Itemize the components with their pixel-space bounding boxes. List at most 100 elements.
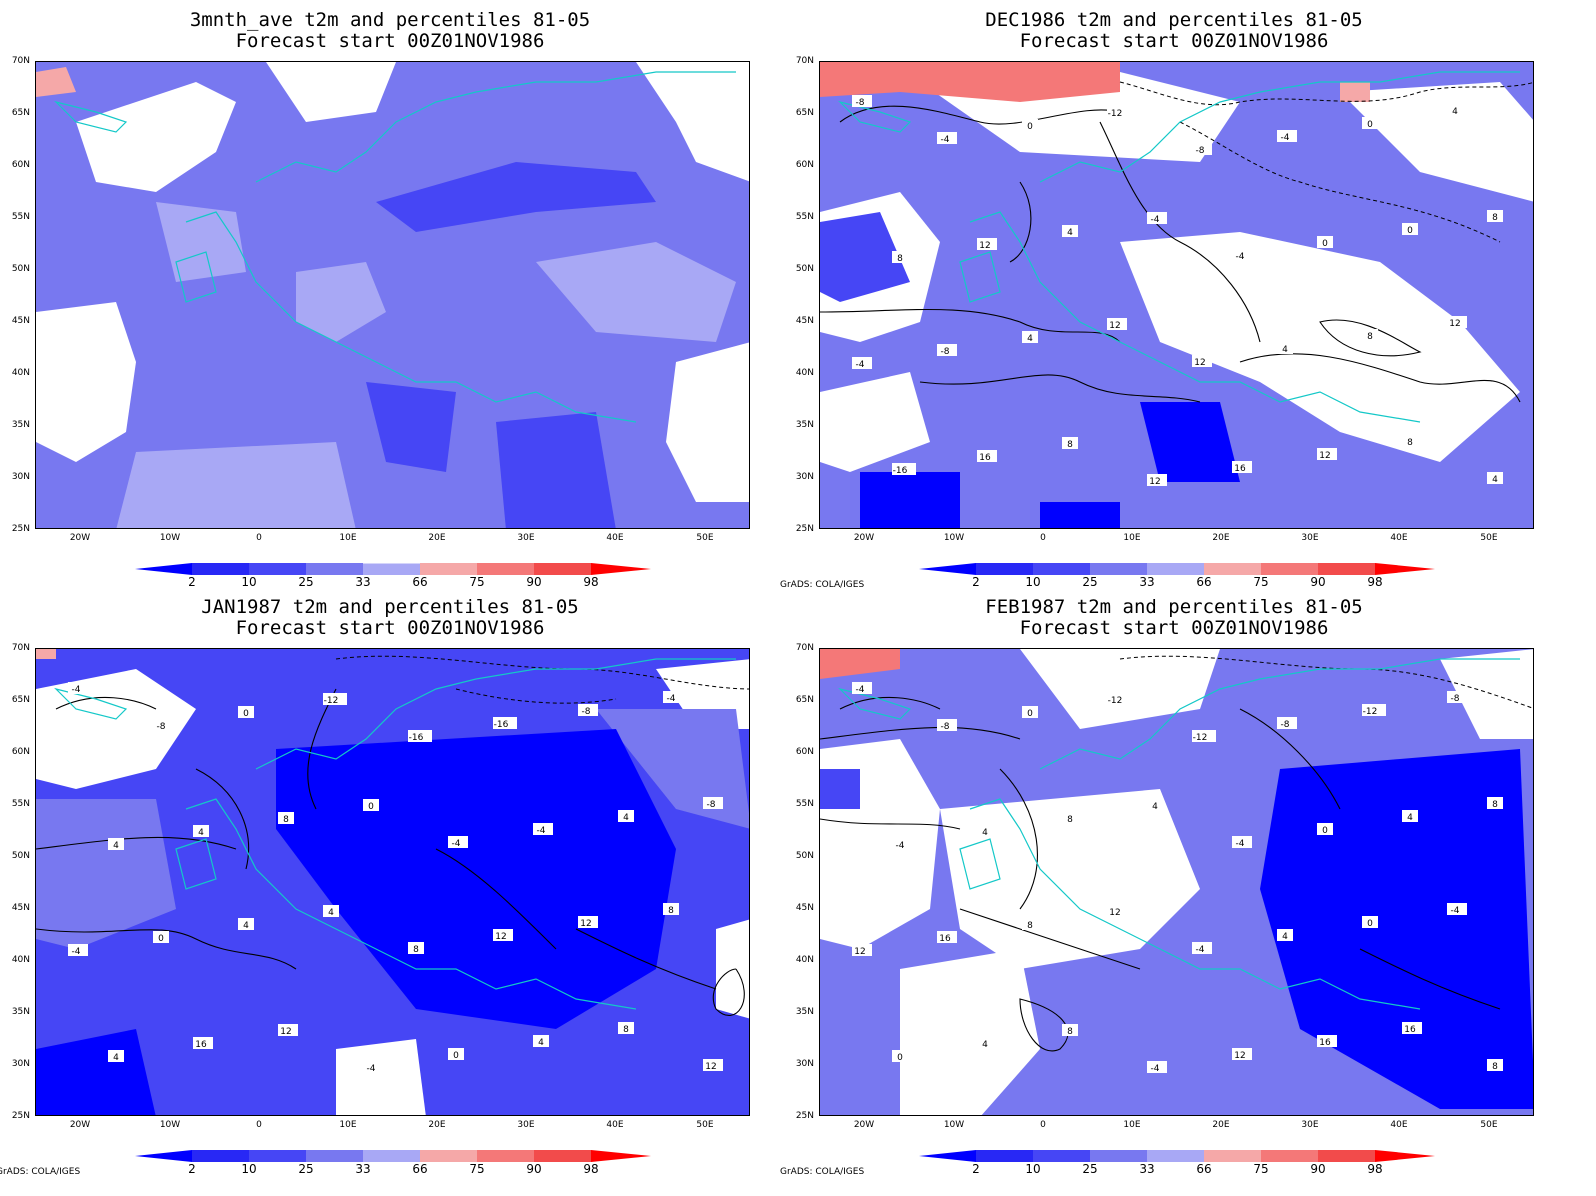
contour-label-text: -4 <box>72 685 81 695</box>
contour-label: 16 <box>1317 1035 1337 1048</box>
contour-label-text: 0 <box>1367 919 1373 929</box>
colorbar-label: 66 <box>1196 575 1212 589</box>
lat-label: 65N <box>795 108 814 118</box>
field-red-nw <box>820 649 900 679</box>
contour-label: 16 <box>937 931 957 944</box>
cbar-lower-arrow <box>135 1150 192 1162</box>
field-white-n <box>266 62 396 122</box>
coastline-sample <box>838 71 1520 423</box>
colorbar-label: 90 <box>1310 575 1326 589</box>
colorbar-label: 33 <box>1139 575 1155 589</box>
contour-label: -4 <box>1277 130 1297 143</box>
contour-label-text: 12 <box>854 947 865 957</box>
map-area: -4 -8 0 -12 -16 -16 -8 -4 4 4 8 0 -4 -4 4 -8 -4 0 4 4 8 12 12 8… <box>35 648 750 1116</box>
lon-label: 40E <box>1390 1120 1408 1130</box>
contour-label: 12 <box>278 1024 298 1037</box>
lon-label: 20E <box>428 533 446 543</box>
contour-label-text: -4 <box>1236 252 1245 262</box>
contour-label: -16 <box>892 463 916 476</box>
contour-label-text: 8 <box>1067 440 1073 450</box>
contour-label: 8 <box>1022 918 1038 931</box>
contour-label: -8 <box>1192 143 1212 156</box>
cbar-seg <box>363 563 420 575</box>
cbar-seg <box>1261 563 1318 575</box>
lon-label: 40E <box>606 1120 624 1130</box>
contour-label-text: -8 <box>1451 694 1460 704</box>
contour-lines <box>820 696 1501 1052</box>
lon-label: 10W <box>943 1120 965 1130</box>
contour-label-text: 16 <box>979 453 991 463</box>
contour-label: 16 <box>1402 1022 1422 1035</box>
contour-label: 4 <box>1277 342 1293 355</box>
contour-label: -4 <box>1447 903 1467 916</box>
contour-label: -4 <box>663 691 683 704</box>
cbar-upper-arrow <box>1375 563 1435 575</box>
lon-label: 50E <box>1480 1120 1498 1130</box>
cbar-seg <box>249 563 306 575</box>
contour-label-text: 12 <box>280 1027 291 1037</box>
lat-label: 60N <box>11 747 30 757</box>
colorbar-label: 25 <box>298 1162 314 1176</box>
cbar-seg <box>1204 563 1261 575</box>
contour-label-text: 0 <box>1407 226 1413 236</box>
contour-label: -8 <box>703 797 723 810</box>
contour-label: 0 <box>238 706 254 719</box>
contour-label-text: -4 <box>1151 215 1160 225</box>
contour-label-text: -16 <box>409 733 424 743</box>
lat-label: 50N <box>795 264 814 274</box>
cbar-seg <box>1090 1150 1147 1162</box>
contour-label: 8 <box>663 903 679 916</box>
contour-label-text: -4 <box>896 841 905 851</box>
lon-label: 40E <box>1390 533 1408 543</box>
colorbar-label: 10 <box>1025 1162 1041 1176</box>
contour-label-text: 8 <box>1492 800 1498 810</box>
field-white-n <box>1020 649 1220 729</box>
lat-label: 30N <box>795 472 814 482</box>
cbar-seg <box>534 563 591 575</box>
cbar-lower-arrow <box>135 563 192 575</box>
contour-label: 0 <box>1317 236 1333 249</box>
lat-label: 30N <box>11 1059 30 1069</box>
contour-label-text: 0 <box>1367 120 1373 130</box>
panel-title: 3mnth_ave t2m and percentiles 81-05 <box>189 9 591 31</box>
lat-label: 45N <box>11 903 30 913</box>
contour-label: 4 <box>238 918 254 931</box>
contour-label-text: 12 <box>580 919 591 929</box>
contour-label: -4 <box>1147 1061 1167 1074</box>
contour-label-text: 16 <box>1234 464 1246 474</box>
contour-label: -12 <box>1107 106 1131 119</box>
contour-label-text: -16 <box>494 720 509 730</box>
contour-label-text: -4 <box>667 694 676 704</box>
lat-label: 65N <box>11 695 30 705</box>
lon-label: 0 <box>1040 533 1046 543</box>
field-mid-se <box>496 412 616 528</box>
lat-label: 25N <box>795 524 814 534</box>
contour-label-text: -16 <box>893 466 908 476</box>
colorbar-label: 90 <box>526 1162 542 1176</box>
panel-title: JAN1987 t2m and percentiles 81-05 <box>201 596 579 618</box>
cbar-upper-arrow <box>1375 1150 1435 1162</box>
field-red-ne <box>1340 82 1370 102</box>
contour-label: -4 <box>892 838 912 851</box>
contour-label-text: 12 <box>705 1062 716 1072</box>
contour-label: -12 <box>1192 730 1216 743</box>
field-white-sw <box>36 302 136 462</box>
contour-label-text: 8 <box>1067 1027 1073 1037</box>
contour-label-text: -4 <box>856 360 865 370</box>
contour-label-text: 4 <box>982 1040 988 1050</box>
lon-label: 50E <box>1480 533 1498 543</box>
map-panel-dec1986: DEC1986 t2m and percentiles 81-05 Foreca… <box>780 0 1564 590</box>
lon-label: 20W <box>853 533 875 543</box>
lon-label: 20W <box>69 533 91 543</box>
contour-label: -4 <box>68 682 88 695</box>
panel-subtitle: Forecast start 00Z01NOV1986 <box>1019 617 1329 639</box>
field-mid-band <box>376 162 656 232</box>
contour-label-text: -4 <box>537 826 546 836</box>
contour-label-text: 8 <box>1367 332 1373 342</box>
contour-label: -8 <box>578 704 598 717</box>
lat-label: 70N <box>11 643 30 653</box>
panel-subtitle: Forecast start 00Z01NOV1986 <box>235 617 545 639</box>
field-white-ne <box>1340 82 1533 202</box>
lat-label: 35N <box>795 420 814 430</box>
contour-label: 12 <box>578 916 598 929</box>
